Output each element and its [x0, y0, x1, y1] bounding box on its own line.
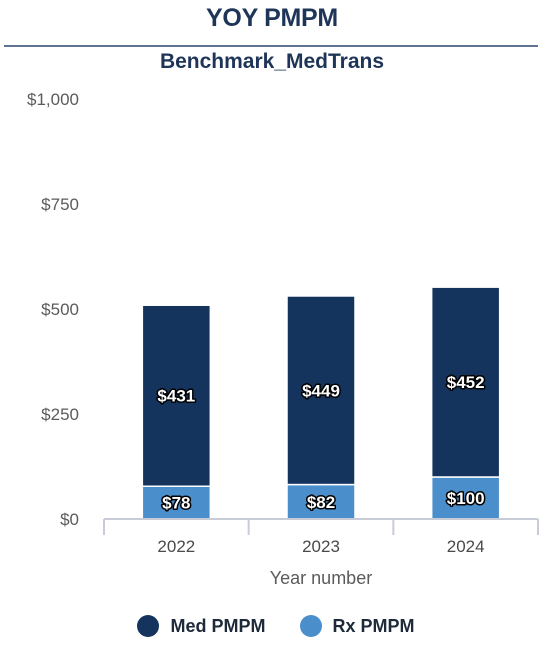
legend-item-rx[interactable]: Rx PMPM — [299, 615, 415, 637]
rx-pmpm-swatch-icon — [299, 615, 322, 637]
bar-label-rx-pmpm-2023: $82 — [307, 493, 335, 512]
x-tick-label: 2023 — [302, 537, 340, 556]
bar-label-rx-pmpm-2024: $100 — [447, 489, 485, 508]
y-tick: $500 — [41, 300, 79, 319]
chart-subtitle: Benchmark_MedTrans — [159, 50, 385, 73]
bar-label-med-pmpm-2022: $431 — [157, 387, 195, 406]
legend-label-rx: Rx PMPM — [332, 615, 415, 636]
bar-rx-pmpm-2022[interactable] — [141, 485, 212, 520]
bar-med-pmpm-2024[interactable] — [430, 286, 501, 478]
y-tick-label: $1,000 — [27, 90, 79, 109]
y-tick-label: $750 — [41, 195, 79, 214]
y-tick-label: $0 — [60, 510, 79, 529]
x-tick-label: 2024 — [447, 537, 485, 556]
legend-label-med: Med PMPM — [170, 615, 266, 636]
bars: $78 $431 $82 $449 $100 $452 — [141, 286, 501, 520]
x-tick-label: 2022 — [157, 537, 195, 556]
bar-label-rx-pmpm-2022: $78 — [162, 494, 190, 513]
legend-item-med[interactable]: Med PMPM — [137, 615, 266, 637]
y-axis: $0 $250 $500 $750 $1,000 — [27, 90, 79, 529]
y-tick-label: $250 — [41, 405, 79, 424]
med-pmpm-swatch-icon — [137, 615, 160, 637]
legend: Med PMPM Rx PMPM — [0, 615, 552, 637]
y-tick: $750 — [41, 195, 79, 214]
bar-label-med-pmpm-2023: $449 — [302, 381, 340, 400]
y-tick: $1,000 — [27, 90, 79, 109]
y-tick: $250 — [41, 405, 79, 424]
title-divider — [4, 45, 538, 47]
y-tick: $0 — [60, 510, 79, 529]
x-axis: 2022 2023 2024 — [103, 518, 539, 556]
bar-label-med-pmpm-2024: $452 — [447, 373, 485, 392]
x-axis-title: Year number — [270, 568, 372, 588]
chart-title: YOY PMPM — [206, 4, 338, 32]
bar-med-pmpm-2022[interactable] — [141, 304, 212, 487]
y-tick-label: $500 — [41, 300, 79, 319]
bar-med-pmpm-2023[interactable] — [286, 295, 356, 486]
